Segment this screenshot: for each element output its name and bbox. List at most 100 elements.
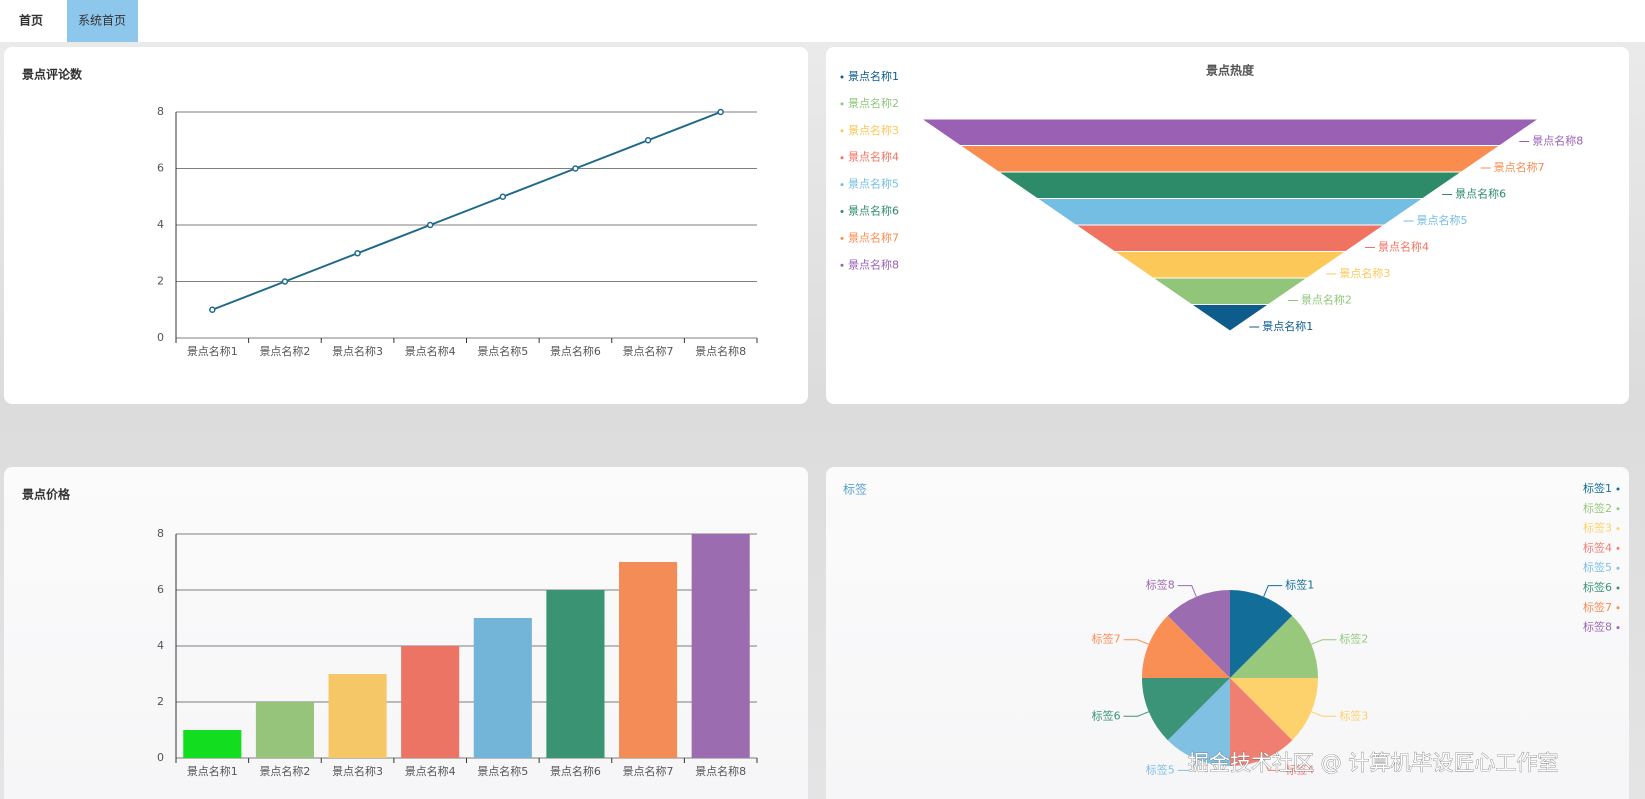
legend-entry: 标签6 <box>1583 580 1612 594</box>
point <box>354 250 361 257</box>
y-tick-label: 0 <box>157 331 164 344</box>
bar <box>328 674 387 758</box>
x-tick-label: 景点名称6 <box>550 344 601 358</box>
legend-marker <box>840 75 844 79</box>
label-line <box>1311 711 1337 717</box>
data-label: 标签8 <box>1146 578 1175 592</box>
point <box>209 306 216 313</box>
pie-slice <box>1167 678 1230 766</box>
point <box>644 137 652 144</box>
x-tick-label: 景点名称3 <box>332 764 383 778</box>
label-line <box>1263 585 1283 597</box>
label-line <box>1123 639 1149 645</box>
data-label: 景点名称2 <box>1301 293 1352 307</box>
chart-title: 景点热度 <box>1206 63 1255 78</box>
y-tick-label: 0 <box>157 751 164 764</box>
point <box>717 108 724 116</box>
data-label: 景点名称3 <box>1339 266 1390 280</box>
y-tick-label: 4 <box>157 639 164 652</box>
funnel-segment <box>1112 251 1348 279</box>
legend-marker <box>1616 507 1620 511</box>
line <box>211 111 722 311</box>
point <box>281 278 289 285</box>
x-tick-label: 景点名称5 <box>477 344 528 358</box>
x-tick-label: 景点名称1 <box>187 344 238 358</box>
bar <box>183 730 242 758</box>
legend-entry: 标签1 <box>1583 481 1612 495</box>
data-label: 景点名称6 <box>1455 187 1506 201</box>
legend-entry: 景点名称6 <box>848 204 899 218</box>
data-label: 景点名称1 <box>1262 319 1313 333</box>
data-label: 标签3 <box>1339 708 1368 722</box>
chart-title: 景点价格 <box>22 487 71 502</box>
legend-marker <box>840 102 844 106</box>
label-line <box>1177 759 1197 771</box>
y-tick-label: 8 <box>157 527 164 540</box>
chart-title: 标签 <box>843 482 867 497</box>
data-label: 景点名称8 <box>1532 134 1583 148</box>
funnel-segment <box>1074 224 1386 252</box>
pie-slice <box>1230 590 1293 678</box>
x-tick-label: 景点名称4 <box>405 764 456 778</box>
legend-marker <box>1616 487 1620 491</box>
x-tick-label: 景点名称3 <box>332 344 383 358</box>
x-tick-label: 景点名称6 <box>550 764 601 778</box>
bar <box>401 646 460 758</box>
bar <box>546 590 605 758</box>
legend-entry: 标签8 <box>1583 620 1612 634</box>
legend-marker <box>840 210 844 213</box>
tab-bar <box>0 0 1645 42</box>
x-tick-label: 景点名称8 <box>695 344 746 358</box>
tab[interactable]: 首页 <box>19 13 43 28</box>
data-label: 标签6 <box>1092 708 1121 722</box>
funnel-segment <box>1035 198 1425 226</box>
legend-entry: 景点名称2 <box>848 96 899 110</box>
point <box>426 221 434 229</box>
legend-entry: 景点名称1 <box>848 69 899 83</box>
legend-entry: 标签5 <box>1583 560 1612 574</box>
y-tick-label: 6 <box>157 162 164 175</box>
legend-marker <box>1616 566 1620 570</box>
data-label: 标签1 <box>1285 578 1314 592</box>
legend-marker <box>1616 586 1620 590</box>
label-line <box>1177 585 1197 597</box>
x-tick-label: 景点名称4 <box>405 344 456 358</box>
pie-slice <box>1230 678 1293 766</box>
point <box>499 193 507 200</box>
y-tick-label: 4 <box>157 218 164 231</box>
bar <box>619 562 678 758</box>
legend-entry: 标签2 <box>1583 501 1612 515</box>
x-tick-label: 景点名称1 <box>187 764 238 778</box>
y-tick-label: 6 <box>157 583 164 596</box>
legend-marker <box>1616 606 1620 610</box>
y-tick-label: 2 <box>157 695 164 708</box>
data-label: 标签7 <box>1092 632 1121 646</box>
pie-slice <box>1230 615 1318 678</box>
pie-slice <box>1230 678 1318 741</box>
legend-entry: 标签4 <box>1583 540 1612 554</box>
legend-entry: 标签7 <box>1583 600 1612 614</box>
legend-marker <box>840 236 844 240</box>
pie-slice <box>1142 678 1230 741</box>
funnel-segment <box>958 145 1502 173</box>
legend-entry: 标签3 <box>1583 521 1612 535</box>
label-line <box>1263 759 1283 771</box>
tab-active[interactable] <box>67 0 138 42</box>
legend-marker <box>1616 626 1620 630</box>
x-tick-label: 景点名称7 <box>623 344 674 358</box>
y-tick-label: 2 <box>157 275 164 288</box>
funnel-segment <box>997 171 1463 199</box>
tab[interactable]: 系统首页 <box>78 14 126 28</box>
legend-marker <box>840 129 844 133</box>
legend-entry: 景点名称7 <box>848 230 899 244</box>
watermark: 掘金技术社区 @ 计算机毕设匠心工作室 <box>1188 751 1558 775</box>
data-label: 景点名称5 <box>1417 213 1468 227</box>
bar <box>691 534 750 758</box>
x-tick-label: 景点名称2 <box>259 764 310 778</box>
funnel-segment <box>919 118 1541 146</box>
point <box>572 165 579 172</box>
legend-marker <box>1616 546 1620 550</box>
x-tick-label: 景点名称5 <box>477 764 528 778</box>
